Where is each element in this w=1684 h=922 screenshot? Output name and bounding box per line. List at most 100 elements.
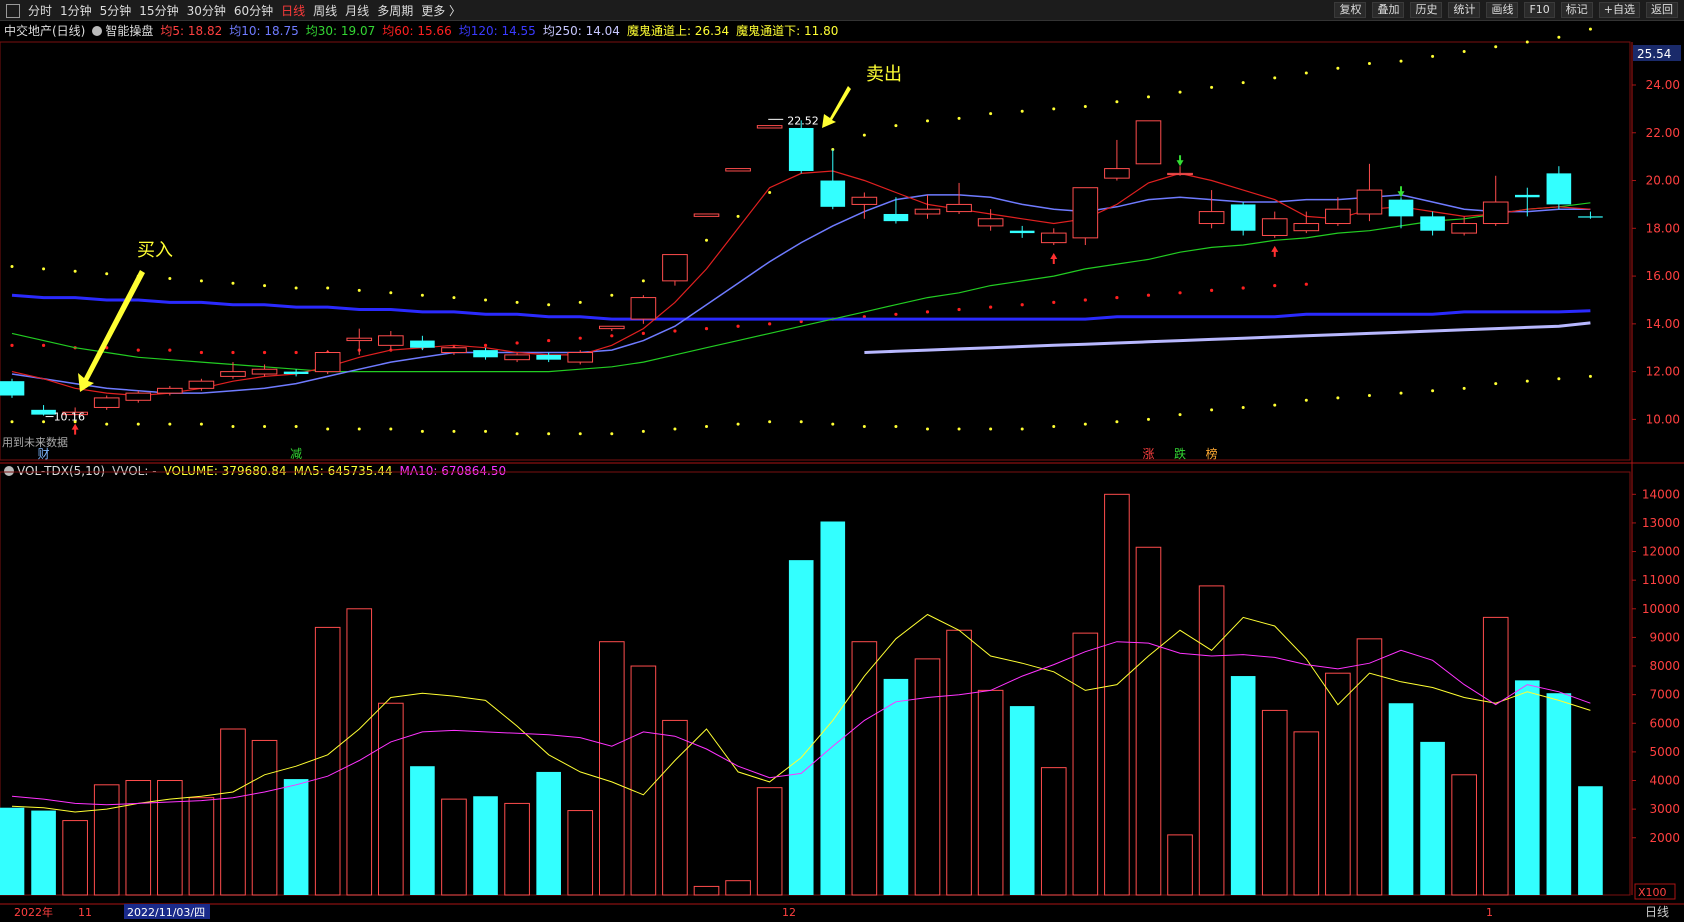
upper-channel-dot-34 xyxy=(1083,104,1087,108)
ma60-dot-0 xyxy=(10,343,14,347)
indicator-name[interactable]: 智能操盘 xyxy=(92,22,153,39)
candle-body-48 xyxy=(1514,194,1540,198)
lower-channel-dot-36 xyxy=(1146,417,1150,421)
tool-button-4[interactable]: 画线 xyxy=(1486,2,1519,18)
volume-tick-label-9: 11000 xyxy=(1642,573,1680,587)
stock-title: 中交地产(日线) xyxy=(4,24,86,38)
volume-panel-frame xyxy=(0,471,1631,896)
upper-channel-dot-18 xyxy=(578,300,582,304)
tool-button-3[interactable]: 统计 xyxy=(1448,2,1481,18)
volume-header: VOL-TDX(5,10) VVOL: - VOLUME: 379680.84 MA… xyxy=(4,464,506,478)
ma-value-2: 均30: 19.07 xyxy=(305,24,376,38)
lower-channel-dot-25 xyxy=(799,420,803,424)
candle-body-28 xyxy=(883,213,909,222)
lower-channel-dot-10 xyxy=(326,427,330,431)
volume-title: VOL-TDX(5,10) xyxy=(17,464,106,478)
ma60-dot-37 xyxy=(1178,291,1182,295)
period-tab-8[interactable]: 月线 xyxy=(345,4,370,18)
upper-channel-dot-42 xyxy=(1336,66,1340,70)
period-tabs: 分时 1分钟 5分钟 15分钟 30分钟 60分钟 日线 周线 月线 多周期 更多 〉 xyxy=(6,2,461,19)
ma60-dot-36 xyxy=(1146,293,1151,297)
candle-body-46 xyxy=(1451,223,1477,234)
period-tab-4[interactable]: 30分钟 xyxy=(186,4,226,18)
volume-bar-29 xyxy=(914,658,941,896)
upper-channel-dot-48 xyxy=(1525,40,1529,44)
candle-body-2 xyxy=(62,411,88,416)
candle-body-27 xyxy=(851,196,878,205)
period-tab-3[interactable]: 15分钟 xyxy=(139,4,179,18)
upper-channel-dot-32 xyxy=(1020,109,1024,113)
ma60-dot-40 xyxy=(1273,284,1277,288)
candle-body-21 xyxy=(662,254,688,282)
candle-body-49 xyxy=(1546,173,1572,205)
volume-bar-2 xyxy=(62,820,88,896)
volume-unit-label: X100 xyxy=(1638,886,1667,899)
period-tab-10[interactable]: 更多 〉 xyxy=(421,4,462,18)
volume-bar-13 xyxy=(410,766,435,895)
gear-icon[interactable] xyxy=(92,26,103,36)
price-tick-label-0: 10.00 xyxy=(1646,412,1680,426)
volume-bar-33 xyxy=(1040,767,1067,896)
period-tab-9[interactable]: 多周期 xyxy=(377,4,414,18)
ma60-dot-24 xyxy=(768,322,772,326)
upper-channel-dot-9 xyxy=(294,286,298,290)
volume-bar-50 xyxy=(1578,786,1603,895)
tool-button-2[interactable]: 历史 xyxy=(1410,2,1443,18)
event-marker-0: 财 xyxy=(38,447,50,461)
price-tick-label-4: 18.00 xyxy=(1646,221,1680,235)
period-tab-7[interactable]: 周线 xyxy=(313,4,338,18)
tool-button-1[interactable]: 叠加 xyxy=(1372,2,1405,18)
period-tab-2[interactable]: 5分钟 xyxy=(99,4,132,18)
lower-channel-dot-2 xyxy=(73,420,77,424)
candle-body-45 xyxy=(1420,216,1445,231)
upper-channel-dot-22 xyxy=(705,238,709,242)
period-tab-1[interactable]: 1分钟 xyxy=(60,4,92,18)
volume-indicator[interactable]: VOL-TDX(5,10) xyxy=(4,464,105,478)
upper-channel-dot-38 xyxy=(1210,85,1214,89)
volume-bar-20 xyxy=(630,665,657,896)
volume-bar-19 xyxy=(598,641,625,896)
candle-body-0 xyxy=(0,381,25,396)
lower-channel-dot-3 xyxy=(105,422,109,426)
upper-channel-dot-6 xyxy=(199,279,203,283)
ma60-dot-19 xyxy=(610,334,614,338)
future-data-note: 用到未来数据 xyxy=(2,436,68,449)
candle-body-35 xyxy=(1104,168,1130,179)
upper-channel-dot-31 xyxy=(989,112,993,116)
ma60-dot-29 xyxy=(925,310,930,314)
menu-icon[interactable] xyxy=(6,3,20,18)
upper-channel-dot-39 xyxy=(1241,81,1245,85)
upper-channel-dot-41 xyxy=(1304,71,1308,75)
candle-body-38 xyxy=(1198,211,1225,225)
price-panel-frame xyxy=(0,41,1631,461)
period-tab-5[interactable]: 60分钟 xyxy=(233,4,274,18)
candle-body-26 xyxy=(820,180,846,207)
volume-bar-7 xyxy=(220,728,246,896)
volume-bar-16 xyxy=(504,802,530,896)
cursor-date-label: 2022/11/03/四 xyxy=(127,906,205,919)
volume-bar-48 xyxy=(1514,680,1540,895)
tool-button-8[interactable]: 返回 xyxy=(1646,2,1678,18)
lower-channel-dot-29 xyxy=(925,427,929,431)
upper-channel-dot-37 xyxy=(1178,90,1182,94)
period-tab-0[interactable]: 分时 xyxy=(28,4,53,18)
volume-ma5-line xyxy=(11,613,1591,813)
candle-body-40 xyxy=(1261,218,1288,236)
lower-channel-dot-15 xyxy=(484,429,488,433)
tool-button-0[interactable]: 复权 xyxy=(1334,2,1367,18)
tool-button-5[interactable]: F10 xyxy=(1524,2,1555,18)
upper-channel-dot-36 xyxy=(1146,95,1150,99)
volume-bar-9 xyxy=(283,779,309,895)
period-toolbar: 分时 1分钟 5分钟 15分钟 30分钟 60分钟 日线 周线 月线 多周期 更多 〉 复权 叠加 历史… xyxy=(0,0,1684,21)
candle-body-36 xyxy=(1135,120,1162,165)
gear-icon[interactable] xyxy=(4,466,14,476)
volume-bar-45 xyxy=(1420,741,1445,895)
candle-body-10 xyxy=(314,352,341,373)
tool-button-7[interactable]: +自选 xyxy=(1598,2,1640,18)
ma60-dot-41 xyxy=(1304,282,1308,286)
candle-body-1 xyxy=(31,409,56,415)
period-label: 日线 xyxy=(1645,905,1669,919)
tool-button-6[interactable]: 标记 xyxy=(1560,2,1593,18)
period-tab-6[interactable]: 日线 xyxy=(281,4,306,18)
